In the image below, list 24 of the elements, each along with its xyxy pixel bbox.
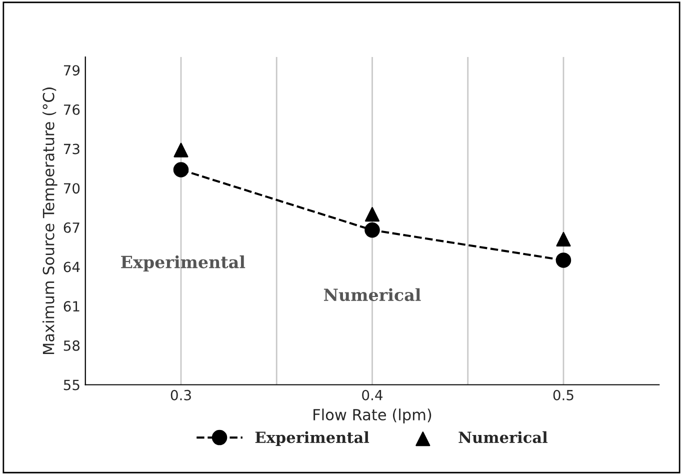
y-axis-title: Maximum Source Temperature (°C) <box>42 88 58 354</box>
annotation: Experimental <box>121 255 246 272</box>
y-tick-label: 61 <box>64 301 80 312</box>
x-axis-title: Flow Rate (lpm) <box>314 408 432 424</box>
y-tick-label: 70 <box>64 183 80 194</box>
point <box>556 232 571 247</box>
point <box>364 222 380 238</box>
annotation: Numerical <box>324 288 421 302</box>
x-tick-label: 0.4 <box>362 390 382 400</box>
y-tick-label: 55 <box>64 380 80 390</box>
point <box>173 162 189 178</box>
y-tick-label: 76 <box>64 104 80 115</box>
y-tick-label: 58 <box>64 340 80 351</box>
x-tick-label: 0.5 <box>553 390 574 400</box>
legend-label: Experimental <box>255 431 370 446</box>
x-tick-label: 0.3 <box>170 390 191 400</box>
y-tick-label: 67 <box>64 222 80 233</box>
point <box>174 142 188 158</box>
y-tick-label: 79 <box>64 65 80 76</box>
point <box>364 207 380 222</box>
point <box>556 252 572 268</box>
y-tick-label: 73 <box>64 144 80 154</box>
y-tick-label: 64 <box>64 262 80 272</box>
legend-label: Numerical <box>458 431 548 444</box>
